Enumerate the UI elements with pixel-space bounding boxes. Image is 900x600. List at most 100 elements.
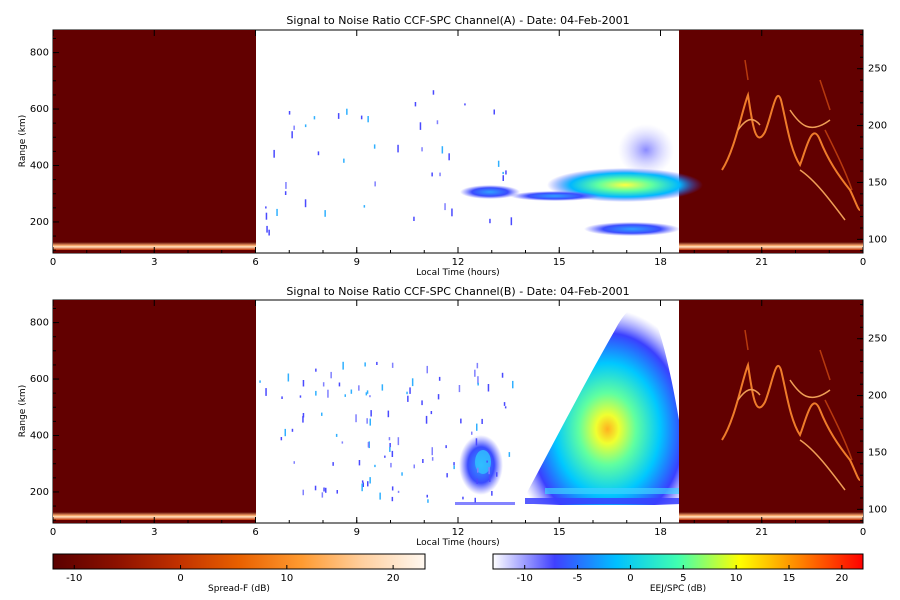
noise-speckle — [426, 494, 428, 498]
noise-speckle — [367, 442, 370, 448]
noise-speckle — [414, 102, 417, 107]
noise-speckle — [285, 182, 287, 189]
noise-speckle — [431, 447, 433, 456]
noise-speckle — [391, 362, 394, 368]
noise-speckle — [369, 477, 371, 484]
x-tick-label: 18 — [654, 527, 667, 538]
eej-a-echo-4 — [584, 222, 680, 236]
noise-speckle — [453, 465, 455, 470]
noise-speckle — [361, 480, 364, 483]
y-right-tick-label: 200 — [868, 391, 887, 402]
noise-speckle — [373, 144, 376, 149]
noise-speckle — [502, 171, 504, 175]
noise-speckle — [302, 489, 304, 496]
noise-speckle — [362, 482, 364, 487]
panel-b-xlabel: Local Time (hours) — [416, 538, 499, 548]
y-right-tick-label: 150 — [868, 447, 887, 458]
x-ticks-a: 0 3 6 9 12 15 18 21 0 — [50, 30, 866, 268]
floor-echo-b-right — [679, 512, 863, 520]
noise-speckle — [489, 475, 491, 482]
colorbar-eej-label: EEJ/SPC (dB) — [650, 584, 706, 594]
panel-a-title: Signal to Noise Ratio CCF-SPC Channel(A)… — [286, 14, 629, 27]
floor-echo-a-right — [679, 242, 863, 250]
spread-f-region-b-right — [679, 300, 863, 523]
noise-speckle — [477, 376, 479, 384]
colorbar-eej-ticks: -10 -5 0 5 10 15 20 — [517, 565, 848, 584]
noise-speckle — [302, 380, 305, 387]
noise-speckle — [508, 452, 511, 457]
noise-speckle — [421, 147, 423, 152]
noise-speckle — [384, 455, 386, 458]
noise-speckle — [370, 410, 372, 417]
noise-speckle — [358, 460, 361, 466]
noise-speckle — [365, 392, 368, 396]
noise-speckle — [379, 492, 381, 500]
noise-speckle — [422, 459, 424, 463]
noise-speckle — [268, 229, 270, 236]
panel-b-title: Signal to Noise Ratio CCF-SPC Channel(B)… — [286, 285, 629, 298]
noise-speckle — [364, 362, 366, 367]
noise-speckle — [453, 462, 455, 466]
y-left-tick-label: 600 — [30, 374, 49, 385]
noise-speckle — [503, 402, 506, 406]
y-left-ticks-a: 200 400 600 800 — [30, 37, 59, 251]
x-tick-label: 15 — [553, 527, 566, 538]
floor-echo-b-left — [53, 512, 256, 520]
panel-a-ylabel: Range (km) — [18, 115, 28, 167]
noise-speckle — [501, 372, 504, 378]
noise-speckle — [317, 151, 320, 156]
noise-speckle — [397, 437, 400, 446]
noise-speckle — [391, 496, 394, 502]
noise-speckle — [413, 464, 415, 469]
noise-speckle — [366, 418, 368, 424]
plume-a — [721, 59, 861, 221]
spread-f-region-a-right — [679, 30, 863, 253]
y-left-tick-label: 400 — [30, 430, 49, 441]
colorbar-tick-label: 0 — [627, 573, 633, 584]
noise-speckle — [337, 113, 340, 119]
x-tick-label: 9 — [354, 257, 360, 268]
noise-speckle — [265, 212, 268, 220]
y-right-ticks-a: 100 150 200 250 — [857, 34, 887, 252]
noise-speckle — [510, 217, 513, 226]
colorbar-tick-label: 10 — [280, 573, 293, 584]
noise-speckle — [401, 472, 403, 476]
noise-speckle — [374, 464, 376, 468]
noise-speckle — [265, 206, 267, 209]
spread-f-region-a-left — [53, 30, 256, 253]
plume-b-trace-1 — [721, 361, 861, 481]
colorbar-spread-f-label: Spread-F (dB) — [208, 584, 270, 594]
colorbar-spread-f: -10 0 10 20 Spread-F (dB) — [52, 553, 426, 594]
noise-speckle — [436, 120, 439, 125]
noise-speckle — [304, 199, 307, 208]
eej-a-echo-3 — [510, 191, 600, 201]
plume-b-trace-2 — [737, 379, 846, 491]
noise-speckle — [343, 158, 345, 163]
noise-speckle — [367, 481, 369, 487]
noise-speckle — [489, 218, 491, 224]
noise-speckle — [419, 122, 422, 130]
noise-speckle — [304, 124, 307, 128]
noise-speckle — [330, 371, 332, 379]
noise-speckle — [314, 485, 317, 491]
y-left-tick-label: 200 — [30, 217, 49, 228]
y-right-tick-label: 150 — [868, 177, 887, 188]
noise-speckle — [493, 109, 495, 115]
noise-speckle — [321, 492, 324, 498]
x-tick-label: 0 — [50, 527, 56, 538]
noise-speckle — [350, 389, 353, 394]
noise-speckle — [325, 487, 327, 493]
colorbar-tick-label: 0 — [177, 573, 183, 584]
noise-speckle — [358, 385, 360, 391]
eej-b-bottom-strip — [455, 502, 515, 505]
noise-speckle — [291, 428, 294, 432]
noise-speckle — [281, 396, 283, 399]
noise-speckle — [476, 423, 478, 431]
panel-b: Signal to Noise Ratio CCF-SPC Channel(B)… — [18, 285, 887, 548]
speckles-b — [259, 361, 514, 503]
noise-speckle — [342, 361, 344, 370]
eej-a — [460, 124, 703, 236]
y-right-tick-label: 100 — [868, 504, 887, 515]
eej-a-echo-1 — [460, 185, 520, 199]
noise-speckle — [346, 108, 348, 115]
